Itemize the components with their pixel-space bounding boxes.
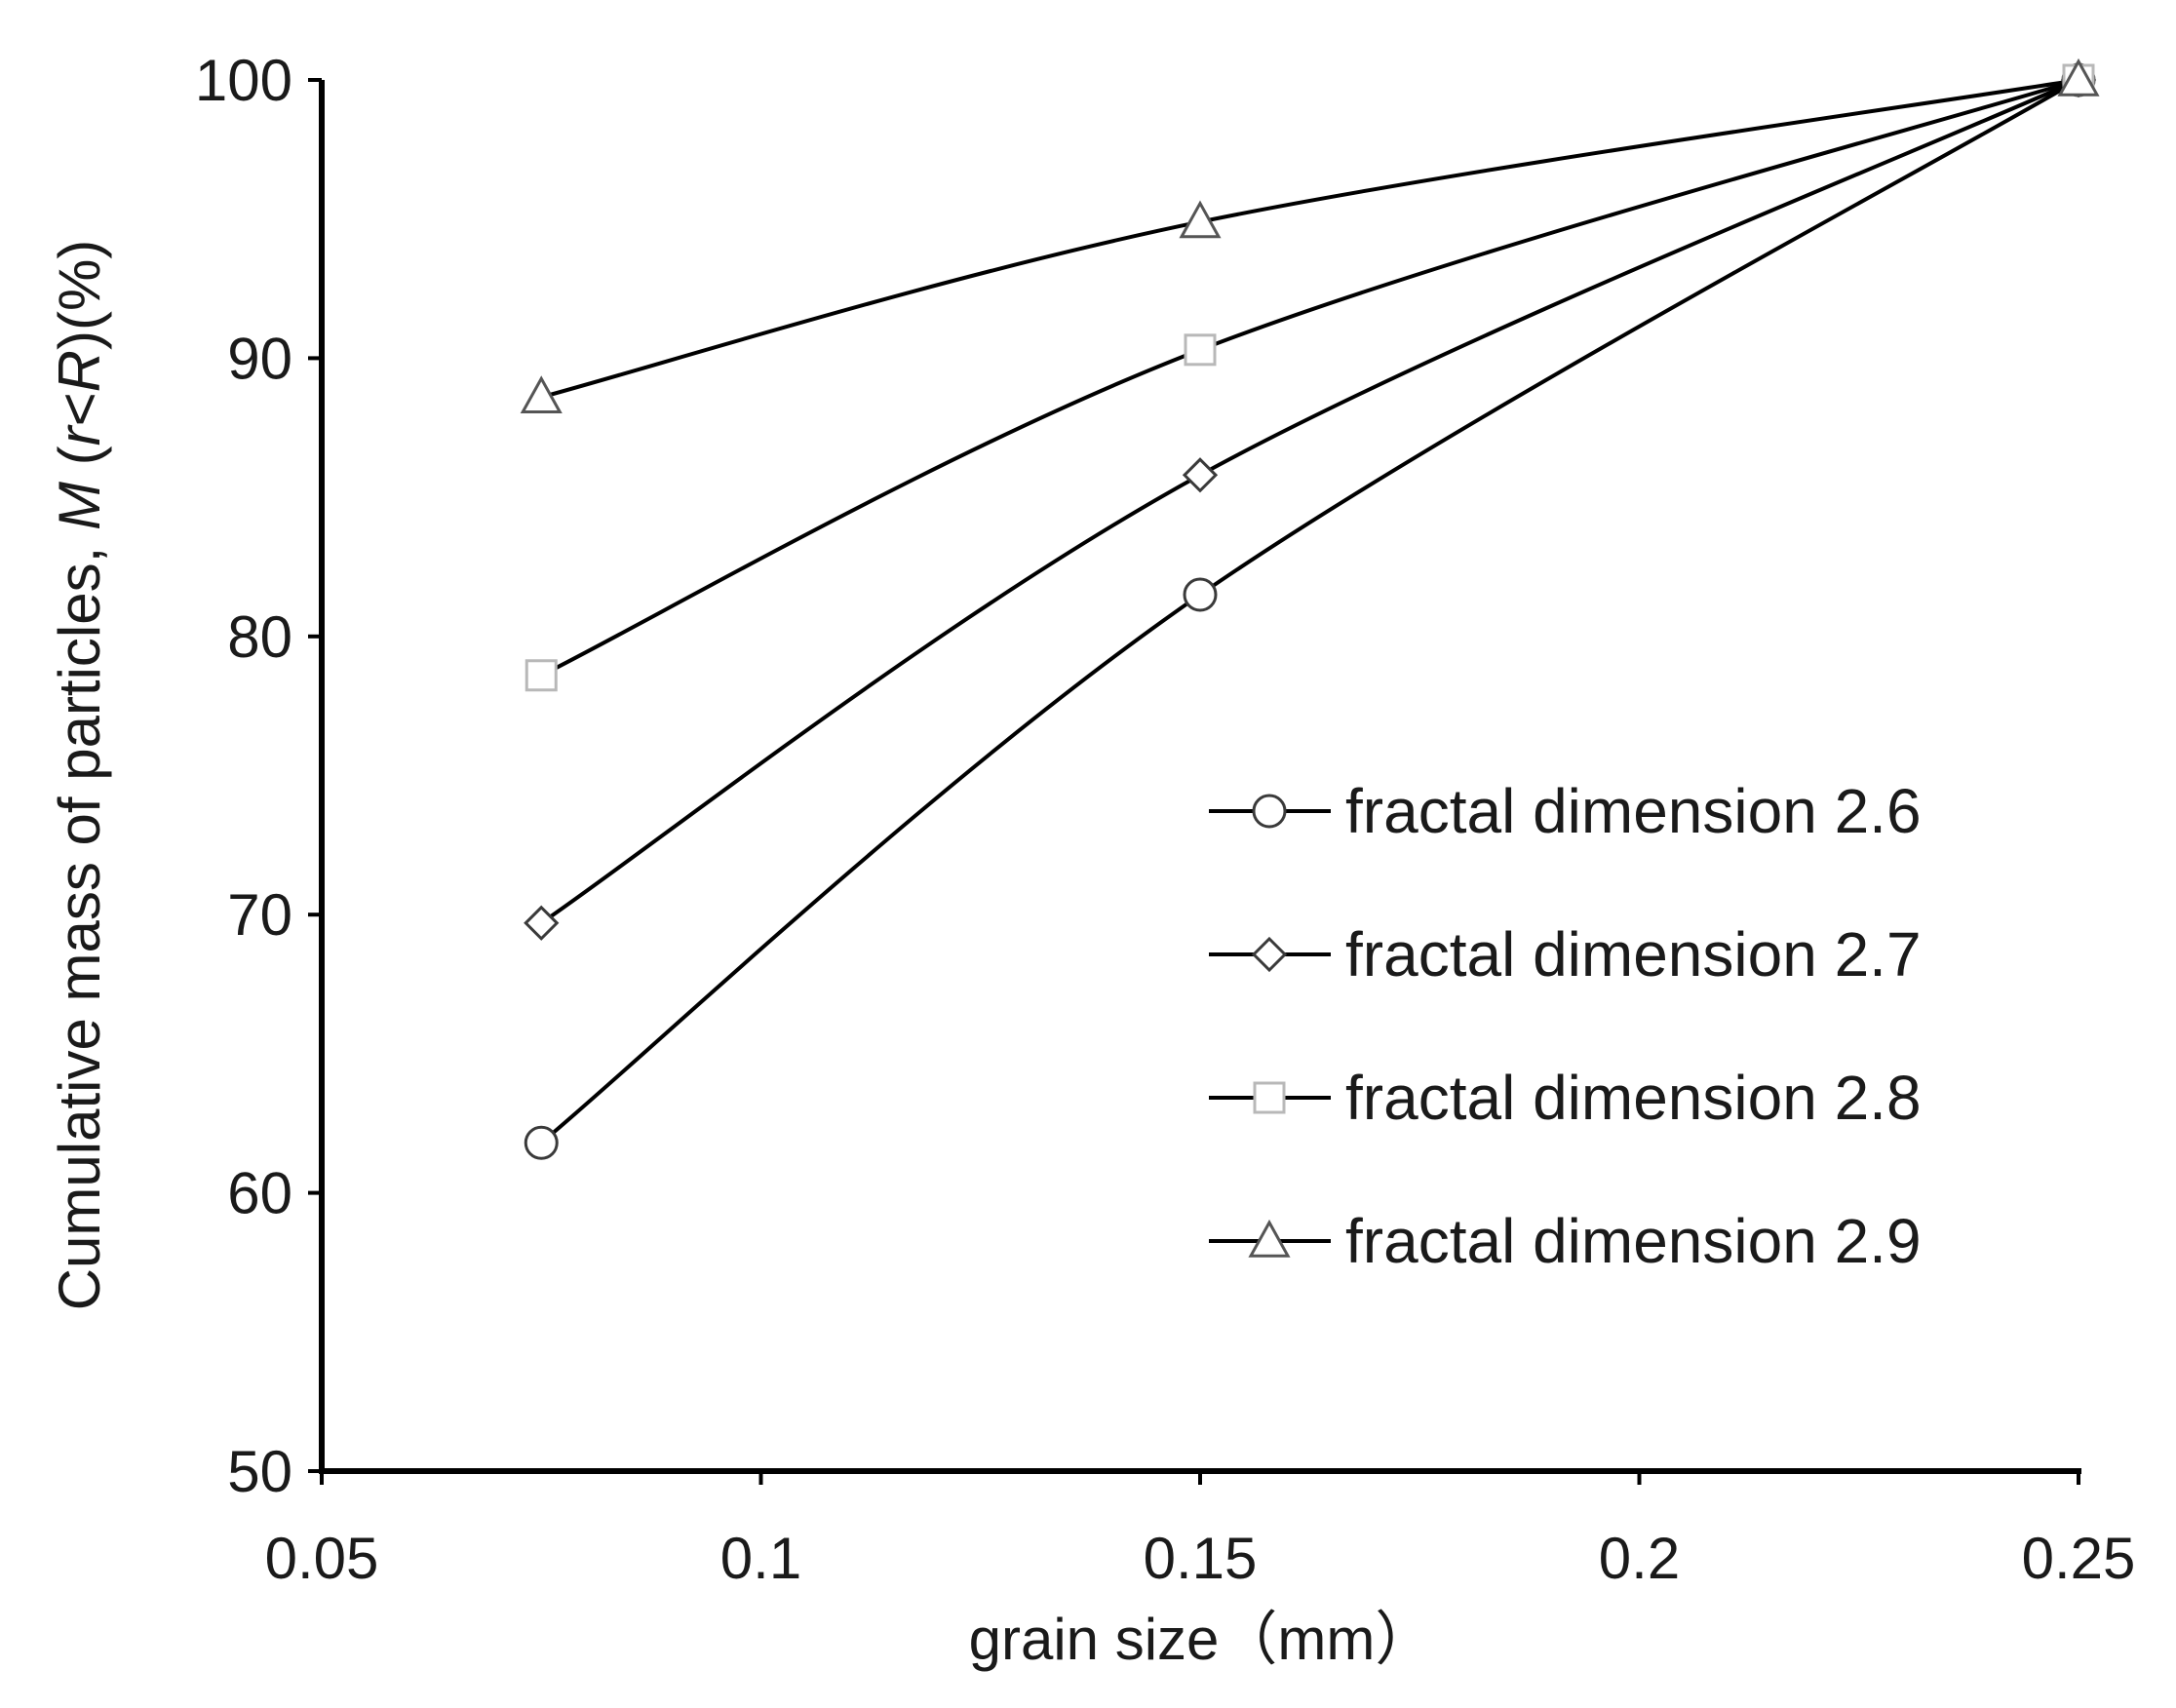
x-tick-label: 0.05 [265, 1526, 379, 1591]
y-tick-label: 80 [227, 604, 292, 670]
legend-marker-circle [1252, 794, 1287, 829]
data-point-diamond [1182, 457, 1219, 493]
y-tick-label: 50 [227, 1439, 292, 1504]
legend-marker-square [1253, 1081, 1286, 1114]
y-tick-label: 100 [195, 48, 292, 113]
plot-markers [520, 58, 2100, 1160]
data-point-square [525, 659, 558, 692]
data-point-circle [1183, 577, 1218, 612]
y-tick-label: 70 [227, 882, 292, 948]
y-axis-title: Cumulative mass of particles, M (r<R)(%) [47, 240, 112, 1311]
legend: fractal dimension 2.6 fractal dimension 2… [1209, 776, 1922, 1276]
legend-label: fractal dimension 2.7 [1345, 919, 1922, 990]
legend-label: fractal dimension 2.8 [1345, 1063, 1922, 1133]
x-axis-ticks: 0.05 0.1 0.15 0.2 0.25 [265, 1471, 2136, 1591]
y-axis-ticks: 50 60 70 80 90 100 [195, 48, 322, 1504]
data-point-triangle [1179, 200, 1222, 239]
legend-marker-diamond [1251, 936, 1288, 973]
legend-item: fractal dimension 2.8 [1209, 1063, 1922, 1133]
x-tick-label: 0.15 [1144, 1526, 1258, 1591]
x-tick-label: 0.2 [1599, 1526, 1680, 1591]
legend-item: fractal dimension 2.9 [1209, 1206, 1922, 1276]
x-axis-title: grain size（mm） [969, 1607, 1434, 1672]
legend-label: fractal dimension 2.6 [1345, 776, 1922, 846]
data-point-square [1184, 333, 1217, 367]
data-point-triangle [2057, 58, 2100, 97]
data-point-circle [524, 1125, 559, 1160]
y-tick-label: 60 [227, 1161, 292, 1226]
y-tick-label: 90 [227, 326, 292, 391]
data-point-diamond [524, 905, 560, 941]
x-tick-label: 0.1 [720, 1526, 801, 1591]
legend-item: fractal dimension 2.7 [1209, 919, 1922, 990]
series-line-square [540, 78, 2079, 678]
x-tick-label: 0.25 [2022, 1526, 2136, 1591]
legend-marker-triangle [1248, 1219, 1291, 1258]
data-point-triangle [520, 375, 563, 414]
legend-item: fractal dimension 2.6 [1209, 776, 1922, 846]
series-line-diamond [540, 78, 2079, 925]
series-line-triangle [540, 78, 2079, 400]
legend-label: fractal dimension 2.9 [1345, 1206, 1922, 1276]
